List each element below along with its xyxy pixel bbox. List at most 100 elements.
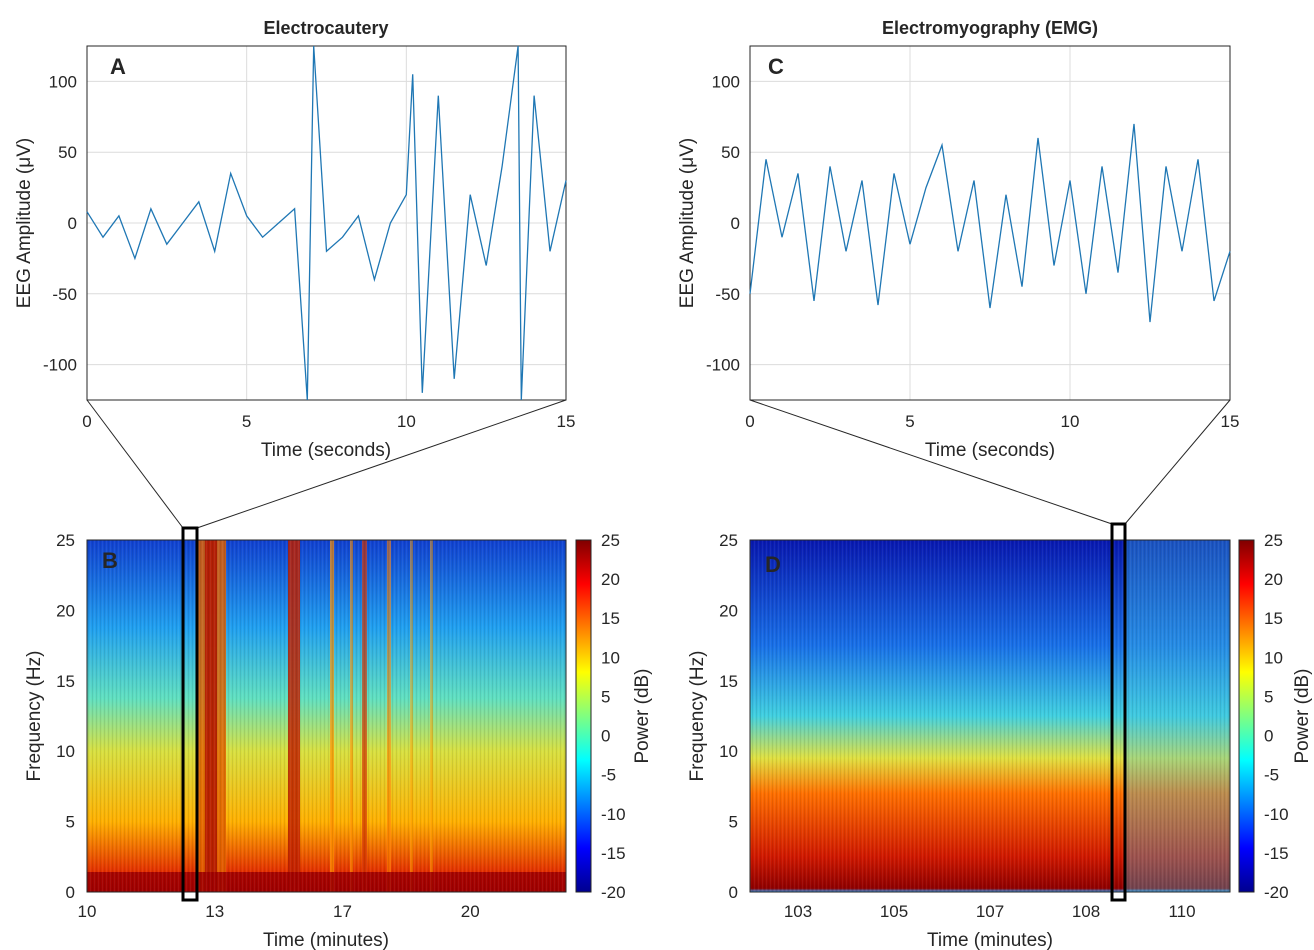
y-tick-label: 5 [729,813,738,832]
panel-b-axes [86,539,567,893]
y-tick-label: 25 [56,531,75,550]
panel-a-line-chart: Electrocautery 0 5 10 15 -100 -50 0 50 100 A Tim… [14,18,575,461]
panel-d-colorbar [1238,539,1255,893]
zoom-connector-c-left [749,399,1113,525]
y-tick-label: -100 [706,356,740,375]
colorbar-tick-label: -5 [601,766,616,785]
x-tick-label: 10 [1061,412,1080,431]
x-tick-label: 105 [880,902,908,921]
zoom-connector-c-right [1124,399,1231,525]
panel-c-ylabel: EEG Amplitude (μV) [677,138,698,308]
panel-d-colorbar-label: Power (dB) [1292,668,1313,763]
y-tick-label: 50 [721,143,740,162]
y-tick-label: 10 [56,742,75,761]
colorbar-tick-label: 25 [1264,531,1283,550]
colorbar-tick-label: -10 [1264,805,1289,824]
panel-b-xlabel: Time (minutes) [263,930,389,950]
panel-b-highlight-window [181,526,199,902]
colorbar-tick-label: 15 [1264,609,1283,628]
y-tick-label: 15 [719,672,738,691]
x-tick-label: 108 [1072,902,1100,921]
x-tick-label: 17 [333,902,352,921]
colorbar-tick-label: 0 [1264,727,1273,746]
panel-a-axes [86,45,567,401]
colorbar-tick-label: -20 [1264,883,1289,902]
panel-d-xlabel: Time (minutes) [927,930,1053,950]
x-tick-label: 103 [784,902,812,921]
panel-b-spectrogram: 10 13 17 20 0 5 10 15 20 25 B Time (minutes) Freq… [24,526,653,950]
panel-a-grid [86,46,567,400]
panel-a-xlabel: Time (seconds) [261,440,391,461]
panel-c-xlabel: Time (seconds) [925,440,1055,461]
y-tick-label: -100 [43,356,77,375]
y-tick-label: 10 [719,742,738,761]
colorbar-tick-label: 25 [601,531,620,550]
panel-d-letter: D [765,552,781,577]
colorbar-tick-label: 20 [601,570,620,589]
y-tick-label: 0 [731,214,740,233]
x-tick-label: 0 [745,412,754,431]
y-tick-label: 25 [719,531,738,550]
colorbar-tick-label: 5 [1264,687,1273,706]
x-tick-label: 20 [461,902,480,921]
panel-d-ylabel: Frequency (Hz) [687,651,708,782]
y-tick-label: 20 [56,601,75,620]
y-tick-label: 50 [58,143,77,162]
panel-b-colorbar [575,539,592,893]
panel-c-grid [749,46,1231,400]
colorbar-tick-label: 10 [601,648,620,667]
x-tick-label: 10 [78,902,97,921]
panel-a-trace [86,45,567,401]
panel-a-letter: A [110,54,126,79]
panel-b-colorbar-ticks: 25 20 15 10 5 0 -5 -10 -15 -20 [601,531,626,902]
x-tick-label: 107 [976,902,1004,921]
panel-d-highlight-window [1110,522,1127,902]
panel-a-title: Electrocautery [263,18,388,38]
panel-c-line-chart: Electromyography (EMG) 0 5 10 15 -100 -50 0 50 1… [677,18,1239,461]
colorbar-tick-label: -15 [601,844,626,863]
colorbar-tick-label: 20 [1264,570,1283,589]
panel-a-ylabel: EEG Amplitude (μV) [14,138,35,308]
panel-a-ticks: 0 5 10 15 -100 -50 0 50 100 [43,72,575,431]
colorbar-tick-label: -20 [601,883,626,902]
zoom-connector-a-left [86,399,184,529]
y-tick-label: -50 [715,285,740,304]
panel-b-letter: B [102,548,118,573]
panel-c-letter: C [768,54,784,79]
panel-d-ticks: 103 105 107 108 110 0 5 10 15 20 25 [719,531,1195,921]
panel-b-ylabel: Frequency (Hz) [24,651,45,782]
colorbar-tick-label: -15 [1264,844,1289,863]
panel-c-ticks: 0 5 10 15 -100 -50 0 50 100 [706,72,1239,431]
x-tick-label: 5 [905,412,914,431]
panel-d-colorbar-ticks: 25 20 15 10 5 0 -5 -10 -15 -20 [1264,531,1289,902]
x-tick-label: 110 [1168,902,1195,921]
y-tick-label: 0 [729,883,738,902]
y-tick-label: 15 [56,672,75,691]
y-tick-label: 20 [719,601,738,620]
y-tick-label: 0 [68,214,77,233]
colorbar-tick-label: -5 [1264,766,1279,785]
x-tick-label: 15 [1221,412,1240,431]
x-tick-label: 13 [205,902,224,921]
y-tick-label: -50 [52,285,77,304]
colorbar-tick-label: 0 [601,727,610,746]
panel-c-title: Electromyography (EMG) [882,18,1098,38]
zoom-connector-a-right [196,399,567,529]
colorbar-tick-label: -10 [601,805,626,824]
panel-d-axes [749,539,1231,893]
panel-b-colorbar-label: Power (dB) [632,668,653,763]
x-tick-label: 10 [397,412,416,431]
colorbar-tick-label: 5 [601,687,610,706]
y-tick-label: 5 [66,813,75,832]
panel-b-ticks: 10 13 17 20 0 5 10 15 20 25 [56,531,480,921]
x-tick-label: 5 [242,412,251,431]
panel-c-trace [749,123,1231,323]
colorbar-tick-label: 15 [601,609,620,628]
colorbar-tick-label: 10 [1264,648,1283,667]
y-tick-label: 100 [712,72,740,91]
y-tick-label: 100 [49,72,77,91]
panel-c-axes [749,45,1231,401]
x-tick-label: 15 [557,412,576,431]
